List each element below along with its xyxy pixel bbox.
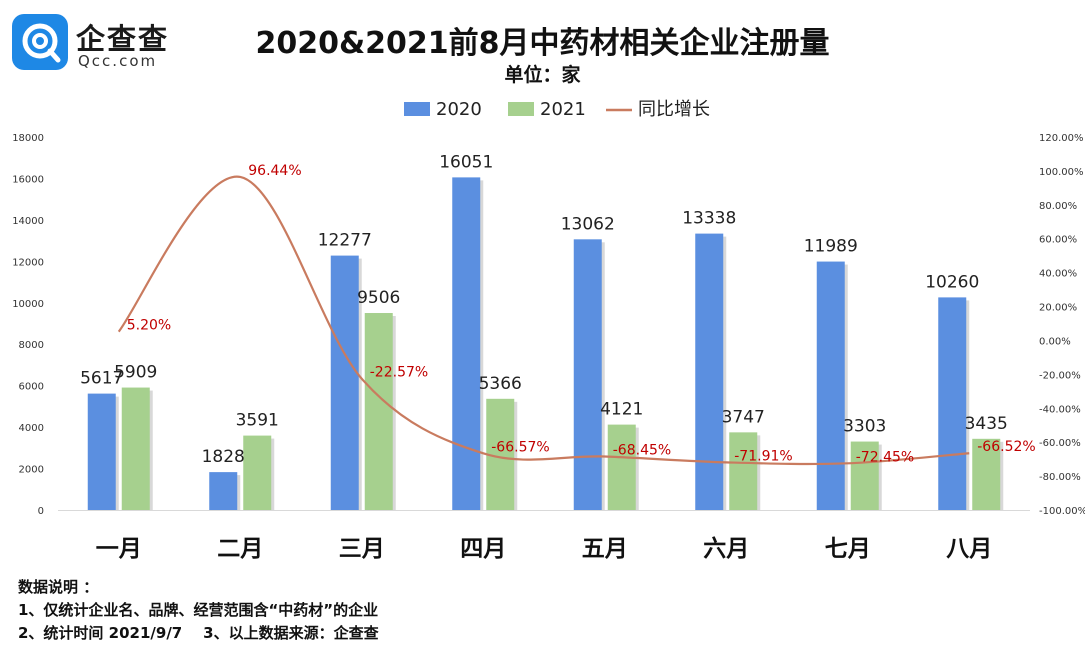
bar-2021-value-label: 9506 [357, 288, 400, 308]
bar-2020 [452, 177, 481, 510]
yoy-growth-label: 96.44% [248, 163, 301, 179]
bar-2021 [121, 387, 150, 510]
y-left-tick-label: 14000 [12, 216, 44, 227]
y-right-tick-label: 0.00% [1039, 336, 1071, 347]
legend-label-growth: 同比增长 [638, 99, 710, 120]
y-right-tick-label: -20.00% [1039, 370, 1081, 381]
bar-2020 [87, 393, 116, 510]
y-right-tick-label: -100.00% [1039, 506, 1085, 517]
x-category-label: 五月 [582, 536, 628, 562]
bar-2020-value-label: 13062 [561, 214, 615, 234]
bar-2020 [938, 297, 967, 510]
qcc-logo-icon [12, 14, 68, 70]
y-left-tick-label: 12000 [12, 257, 44, 268]
bar-2020 [209, 472, 238, 510]
bar-2020-value-label: 16051 [439, 152, 493, 172]
x-category-label: 六月 [703, 536, 749, 562]
yoy-growth-line [117, 175, 970, 466]
bar-2020-value-label: 11989 [804, 237, 858, 257]
y-right-tick-label: 60.00% [1039, 235, 1077, 246]
bar-2020 [695, 233, 724, 510]
legend-label-2021: 2021 [540, 99, 586, 120]
y-left-tick-label: 10000 [12, 299, 44, 310]
yoy-growth-label: -71.91% [734, 448, 792, 464]
yoy-growth-label: -66.52% [977, 439, 1035, 455]
y-right-tick-label: -60.00% [1039, 438, 1081, 449]
bar-2020 [816, 261, 845, 510]
bar-2021-value-label: 5909 [114, 363, 157, 383]
bar-2021-value-label: 3747 [722, 407, 765, 427]
notes-line-2: 2、统计时间 2021/9/7 3、以上数据来源：企查查 [18, 624, 379, 642]
bar-2021 [243, 435, 272, 510]
x-category-label: 七月 [825, 536, 871, 562]
bar-2021 [607, 424, 636, 510]
brand-name: 企查查 [76, 22, 170, 56]
bar-2021 [364, 313, 393, 510]
brand-domain: Qcc.com [78, 52, 158, 70]
bar-2020-value-label: 12277 [318, 231, 372, 251]
y-left-tick-label: 16000 [12, 174, 44, 185]
bar-2020-value-label: 10260 [925, 272, 979, 292]
yoy-growth-label: -72.45% [856, 449, 914, 465]
bar-2021-value-label: 4121 [600, 400, 643, 420]
x-category-label: 八月 [946, 536, 992, 562]
y-left-tick-label: 8000 [19, 340, 44, 351]
brand-logo: 企查查 Qcc.com [12, 14, 182, 70]
bar-2021-value-label: 3303 [843, 417, 886, 437]
yoy-growth-label: -22.57% [370, 365, 428, 381]
y-right-tick-label: 100.00% [1039, 167, 1084, 178]
y-right-tick-label: 80.00% [1039, 201, 1077, 212]
bar-2021 [850, 441, 879, 510]
yoy-growth-label: -68.45% [613, 443, 671, 459]
notes-heading: 数据说明 ： [18, 578, 99, 596]
bar-2020 [330, 255, 359, 510]
bar-2020 [573, 239, 602, 510]
notes-line-1: 1、仅统计企业名、品牌、经营范围含“中药材”的企业 [18, 601, 379, 619]
bar-2021-value-label: 5366 [479, 374, 522, 394]
legend-label-2020: 2020 [436, 99, 482, 120]
x-category-label: 三月 [339, 536, 385, 562]
bar-2020-value-label: 13338 [682, 209, 736, 229]
legend-swatch-2020 [404, 102, 430, 116]
bar-2021-value-label: 3435 [965, 414, 1008, 434]
yoy-growth-label: -66.57% [491, 439, 549, 455]
y-right-tick-label: 20.00% [1039, 303, 1077, 314]
legend-swatch-2021 [508, 102, 534, 116]
bar-2021 [972, 438, 1001, 510]
bar-2021 [729, 432, 758, 510]
x-category-label: 四月 [460, 536, 506, 562]
y-right-tick-label: -40.00% [1039, 404, 1081, 415]
x-category-label: 二月 [217, 536, 263, 562]
x-category-label: 一月 [96, 536, 142, 562]
y-left-tick-label: 2000 [19, 465, 44, 476]
y-right-tick-label: -80.00% [1039, 472, 1081, 483]
data-notes: 数据说明 ： 1、仅统计企业名、品牌、经营范围含“中药材”的企业 2、统计时间 … [18, 576, 379, 645]
bar-2021-value-label: 3591 [236, 411, 279, 431]
bar-2020-value-label: 1828 [202, 447, 245, 467]
y-left-tick-label: 18000 [12, 133, 44, 144]
y-left-tick-label: 6000 [19, 382, 44, 393]
y-left-tick-label: 4000 [19, 423, 44, 434]
bar-2020-value-label: 5617 [80, 369, 123, 389]
y-left-tick-label: 0 [38, 506, 44, 517]
chart-title: 2020&2021前8月中药材相关企业注册量 [255, 26, 830, 61]
yoy-growth-label: 5.20% [127, 318, 171, 334]
y-right-tick-label: 120.00% [1039, 133, 1084, 144]
chart-unit: 单位：家 [504, 64, 581, 86]
y-right-tick-label: 40.00% [1039, 269, 1077, 280]
